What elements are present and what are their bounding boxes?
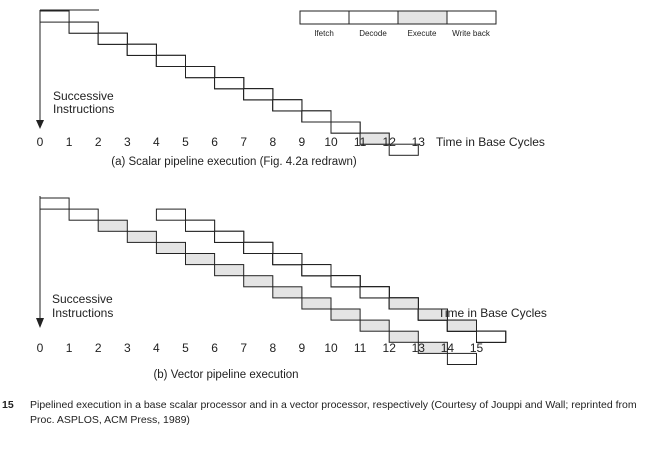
vector-tick-7: 7 [240,341,247,355]
scalar-tick-0: 0 [37,135,44,149]
scalar-tick-1: 1 [66,135,73,149]
vector-tick-0: 0 [37,341,44,355]
legend-decode-label: Decode [359,29,387,38]
vector-tick-13: 13 [412,341,426,355]
scalar-instr-10-writeback-box [388,143,419,156]
scalar-tick-8: 8 [269,135,276,149]
legend-writeback-label: Write back [452,29,491,38]
vector-instr-4-ifetch-box [214,230,245,243]
figure-number: 15 [2,399,14,411]
vector-instr-3-ifetch-box [185,219,216,232]
scalar-instr-7-ifetch-box [214,77,245,90]
scalar-instr-6-ifetch-box [185,66,216,79]
scalar-pipeline-boxes [39,10,419,156]
scalar-ylabel-line1: Successive [53,89,114,103]
vector-instr-1-execute-2-box [126,230,157,243]
vector-instr-1-execute-8-box [301,297,332,310]
vector-instr-2-ifetch-box [155,208,186,221]
scalar-instr-10-decode-box [330,121,361,134]
vector-instr-1-execute-11-box [388,330,419,343]
vector-instr-1-execute-4-box [185,253,216,266]
scalar-instr-4-ifetch-box [126,43,157,56]
vector-instr-8-ifetch-box [330,275,361,288]
vector-xlabel: Time in Base Cycles [438,306,547,320]
scalar-pipeline-diagram: Successive Instructions 0 1 2 3 4 5 6 7 8 9 10 11 12… [36,9,545,168]
scalar-tick-5: 5 [182,135,189,149]
scalar-tick-6: 6 [211,135,218,149]
scalar-xlabel: Time in Base Cycles [436,135,545,149]
scalar-tick-11: 11 [354,135,367,149]
vector-tick-labels: 0 1 2 3 4 5 6 7 8 9 10 11 12 13 14 15 [37,341,484,355]
scalar-instr-10-ifetch-box [301,110,332,123]
scalar-ylabel-line2: Instructions [53,102,114,116]
scalar-instr-2-ifetch-box [68,21,99,34]
vector-pipeline-boxes [39,197,507,365]
vector-instr-7-ifetch-box [301,264,332,277]
vector-instr-1-execute-12-box [417,341,448,354]
vector-tick-5: 5 [182,341,189,355]
vector-ylabel-line2: Instructions [52,306,113,320]
vector-tick-2: 2 [95,341,102,355]
figure-caption-text: Pipelined execution in a base scalar pro… [30,399,637,426]
scalar-tick-4: 4 [153,135,160,149]
vector-tick-8: 8 [269,341,276,355]
scalar-tick-7: 7 [240,135,247,149]
vector-instr-1-execute-10-box [359,319,390,332]
vector-tick-12: 12 [383,341,397,355]
scalar-tick-10: 10 [324,135,338,149]
vector-instr-1-execute-7-box [272,286,303,299]
vector-tick-14: 14 [441,341,455,355]
vector-axis-arrow-icon [36,318,44,328]
scalar-axis-arrow-icon [36,120,44,129]
scalar-instr-8-ifetch-box [243,88,274,101]
vector-instr-8-writeback-box [476,330,507,343]
vector-instr-8-execute-1-box [388,297,419,310]
scalar-instr-5-ifetch-box [155,54,186,68]
legend-ifetch-box [299,10,350,25]
legend-execute-label: Execute [408,29,437,38]
vector-tick-11: 11 [354,341,367,355]
vector-instr-1-execute-1-box [97,219,128,232]
scalar-instr-3-ifetch-box [97,32,128,45]
vector-tick-4: 4 [153,341,160,355]
stage-legend: Ifetch Decode Execute Write back [299,10,497,38]
vector-tick-15: 15 [470,341,484,355]
scalar-caption: (a) Scalar pipeline execution (Fig. 4.2a… [111,156,357,168]
vector-instr-1-execute-6-box [243,275,274,288]
vector-caption: (b) Vector pipeline execution [153,369,298,381]
scalar-instr-1-ifetch-box [39,10,70,23]
vector-tick-6: 6 [211,341,218,355]
legend-execute-box [397,10,448,25]
legend-writeback-box [446,10,497,25]
vector-instr-1-execute-3-box [155,241,186,254]
scalar-instr-10-execute-box [359,132,390,145]
vector-instr-5-ifetch-box [243,241,274,254]
scalar-tick-2: 2 [95,135,102,149]
scalar-tick-13: 13 [412,135,426,149]
vector-tick-10: 10 [324,341,338,355]
vector-instr-1-execute-9-box [330,308,361,321]
legend-ifetch-label: Ifetch [314,29,334,38]
legend-decode-box [348,10,399,25]
pipeline-figure: Ifetch Decode Execute Write back Success… [36,9,547,381]
scalar-tick-3: 3 [124,135,131,149]
vector-instr-1-ifetch-box [39,197,70,210]
vector-tick-9: 9 [299,341,306,355]
vector-instr-8-execute-3-box [446,319,477,332]
vector-tick-3: 3 [124,341,131,355]
vector-instr-1-writeback-box [446,352,477,365]
vector-instr-1-execute-5-box [214,264,245,277]
scalar-tick-9: 9 [299,135,306,149]
vector-instr-1-decode-box [68,208,99,221]
vector-instr-6-ifetch-box [272,253,303,266]
vector-pipeline-diagram: Successive Instructions 0 1 2 3 4 5 6 7 8 9 10 11 12… [36,196,547,381]
scalar-tick-12: 12 [383,135,397,149]
vector-tick-1: 1 [66,341,73,355]
vector-instr-8-decode-box [359,286,390,299]
vector-ylabel-line1: Successive [52,292,113,306]
scalar-instr-9-ifetch-box [272,99,303,112]
vector-instr-8-execute-2-box [417,308,448,321]
scalar-tick-labels: 0 1 2 3 4 5 6 7 8 9 10 11 12 13 [37,135,426,149]
